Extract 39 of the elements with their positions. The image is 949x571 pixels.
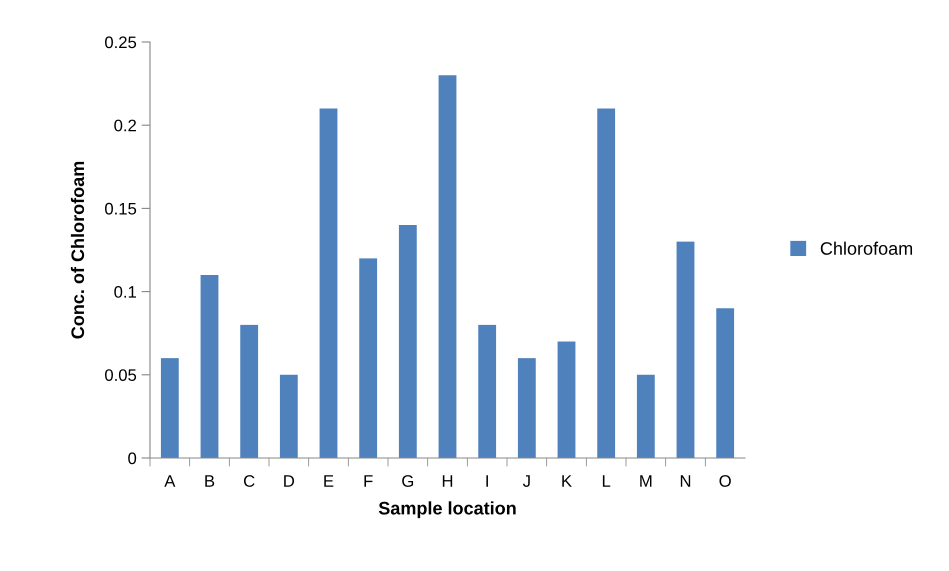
legend-label: Chlorofoam	[820, 242, 912, 255]
x-tick-label: K	[562, 475, 572, 487]
bar	[398, 225, 417, 458]
y-tick-label: 0.25	[105, 36, 136, 48]
bar	[438, 75, 456, 458]
bar	[359, 258, 378, 458]
y-tick-label: 0.2	[114, 120, 136, 132]
y-tick-label: 0.1	[114, 286, 136, 298]
bar	[518, 358, 536, 458]
x-tick-label: D	[284, 475, 294, 487]
x-tick-label: F	[364, 475, 373, 487]
y-tick-label: 0.15	[105, 202, 136, 215]
bar	[240, 324, 258, 458]
bar	[597, 108, 616, 458]
x-tick-label: G	[402, 475, 414, 487]
y-tick-label: 0	[128, 452, 136, 464]
y-axis-title: Conc. of Chlorofoam	[70, 162, 84, 339]
bar	[716, 308, 734, 458]
bar	[320, 108, 338, 458]
x-tick-label: O	[719, 475, 731, 487]
bar	[636, 374, 655, 458]
x-tick-label: B	[205, 475, 214, 487]
x-tick-label: J	[522, 475, 530, 487]
x-tick-label: C	[244, 475, 255, 487]
x-tick-label: L	[602, 475, 610, 487]
bar	[558, 342, 576, 458]
y-tick-label: 0.05	[105, 369, 136, 382]
bar	[478, 324, 496, 458]
x-tick-label: A	[164, 475, 176, 487]
x-tick-label: I	[486, 475, 488, 487]
bar	[200, 274, 218, 458]
bar	[160, 358, 179, 458]
x-tick-label: H	[442, 475, 452, 487]
x-tick-label: M	[640, 475, 652, 487]
x-tick-label: N	[680, 475, 690, 487]
bar	[280, 374, 298, 458]
x-tick-label: E	[324, 475, 334, 487]
x-axis-title: Sample location	[378, 501, 516, 518]
bar	[676, 242, 694, 458]
